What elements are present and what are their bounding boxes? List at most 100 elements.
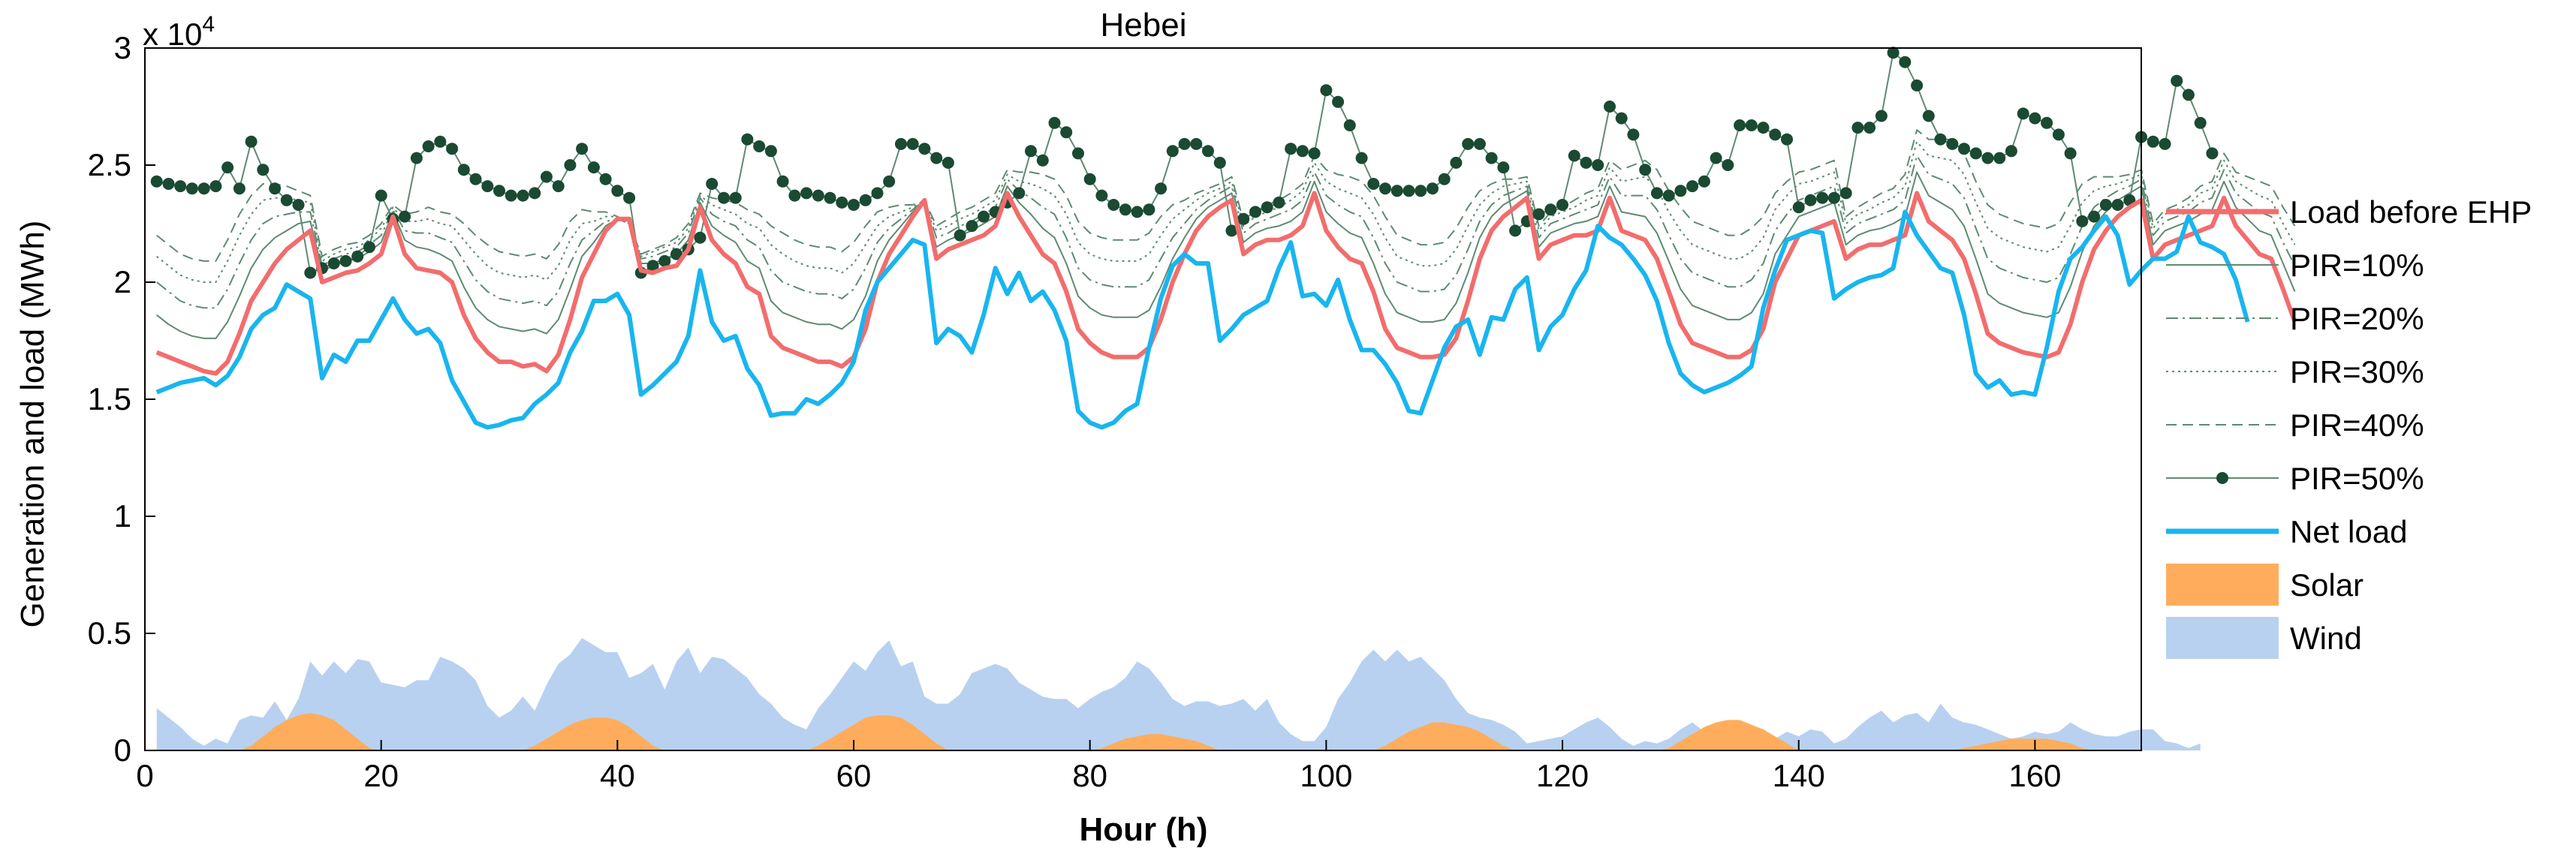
pir30-line bbox=[156, 140, 2296, 283]
pir50-point bbox=[776, 175, 789, 188]
area-series-group bbox=[156, 638, 2201, 750]
pir50-point bbox=[800, 187, 813, 200]
pir50-point bbox=[2005, 145, 2017, 158]
pir50-point bbox=[1083, 173, 1096, 185]
pir50-point bbox=[2206, 147, 2219, 160]
pir50-point bbox=[162, 178, 175, 190]
y-tick-label: 2.5 bbox=[88, 147, 131, 182]
y-tick-label: 0 bbox=[114, 732, 131, 768]
legend-item-solar: Solar bbox=[2166, 564, 2364, 606]
pir50-point bbox=[1166, 145, 1179, 158]
legend-swatch bbox=[2166, 564, 2279, 606]
pir50-point bbox=[540, 170, 553, 183]
pir50-point bbox=[197, 182, 210, 195]
pir50-point bbox=[1698, 175, 1710, 188]
pir50-point bbox=[339, 254, 352, 267]
pir50-point bbox=[1343, 119, 1356, 131]
pir50-point bbox=[1225, 224, 1238, 237]
x-axis-title: Hour (h) bbox=[1079, 811, 1207, 848]
pir50-point bbox=[2099, 199, 2112, 211]
pir50-point bbox=[1993, 152, 2006, 164]
y-axis-multiplier-exponent: 4 bbox=[202, 12, 215, 37]
legend-item-pir40: PIR=40% bbox=[2166, 407, 2424, 443]
pir50-point bbox=[871, 187, 884, 200]
pir50-point bbox=[658, 254, 671, 267]
legend-item-pir10: PIR=10% bbox=[2166, 248, 2424, 283]
pir50-point bbox=[1781, 133, 1793, 146]
pir50-point bbox=[1580, 156, 1592, 169]
chart-title: Hebei bbox=[1101, 7, 1187, 44]
pir50-point bbox=[493, 185, 505, 197]
pir50-point bbox=[257, 164, 270, 176]
pir50-point bbox=[741, 133, 754, 146]
pir50-point bbox=[1178, 137, 1191, 150]
pir50-point bbox=[942, 156, 954, 169]
x-tick-label: 100 bbox=[1300, 758, 1352, 793]
pir50-point bbox=[646, 260, 659, 272]
pir50-point bbox=[1473, 137, 1486, 150]
pir50-point bbox=[1367, 178, 1380, 190]
pir50-line bbox=[156, 52, 2213, 274]
pir50-point bbox=[1899, 56, 1912, 68]
pir50-point bbox=[351, 250, 364, 263]
pir50-point bbox=[1734, 119, 1746, 131]
pir50-point bbox=[1887, 47, 1900, 59]
pir50-point bbox=[399, 210, 411, 223]
pir50-point bbox=[529, 187, 541, 200]
legend-label: Solar bbox=[2290, 567, 2364, 603]
pir50-point bbox=[422, 140, 435, 152]
pir50-point bbox=[552, 180, 565, 193]
pir50-point bbox=[1415, 185, 1427, 197]
y-tick-label: 2 bbox=[114, 264, 131, 299]
pir50-point bbox=[1722, 159, 1734, 171]
line-series-group bbox=[150, 47, 2297, 430]
legend-swatch bbox=[2166, 617, 2279, 659]
pir50-point bbox=[1249, 206, 1261, 218]
pir50-point bbox=[1285, 143, 1297, 155]
pir50-point bbox=[954, 229, 966, 242]
pir50-point bbox=[1438, 173, 1451, 185]
pir50-point bbox=[1143, 203, 1155, 216]
legend-item-pir30: PIR=30% bbox=[2166, 354, 2424, 389]
pir50-point bbox=[788, 189, 801, 202]
pir50-point bbox=[576, 143, 589, 155]
y-axis-title: Generation and load (MWh) bbox=[14, 221, 51, 628]
pir50-point bbox=[2194, 116, 2207, 129]
pir50-point bbox=[1107, 199, 1120, 211]
pir50-point bbox=[1592, 159, 1604, 171]
legend-item-load: Load before EHP bbox=[2166, 194, 2532, 230]
pir50-point bbox=[694, 231, 707, 244]
pir50-point bbox=[1627, 128, 1640, 141]
pir50-point bbox=[1911, 79, 1924, 92]
pir50-point bbox=[1769, 128, 1782, 141]
pir50-point bbox=[1556, 199, 1568, 211]
pir50-point bbox=[1839, 187, 1852, 200]
pir50-point bbox=[2041, 116, 2053, 129]
pir20-line bbox=[156, 155, 2296, 309]
pir50-point bbox=[185, 182, 198, 195]
pir50-point bbox=[1190, 137, 1203, 150]
legend-item-pir50: PIR=50% bbox=[2166, 461, 2424, 496]
pir50-point bbox=[1332, 95, 1345, 108]
pir50-point bbox=[1320, 84, 1333, 97]
y-tick-label: 1 bbox=[114, 498, 131, 534]
pir50-point bbox=[611, 185, 624, 197]
pir50-point bbox=[1934, 133, 1947, 146]
pir50-point bbox=[2111, 199, 2124, 211]
pir40-line bbox=[156, 129, 2296, 262]
pir50-point bbox=[481, 180, 494, 193]
pir50-point bbox=[978, 210, 990, 223]
pir50-point bbox=[269, 182, 282, 195]
x-tick-label: 80 bbox=[1072, 758, 1107, 793]
pir50-point bbox=[2171, 74, 2183, 87]
pir50-point bbox=[836, 196, 848, 209]
pir50-point bbox=[410, 152, 423, 164]
pir50-point bbox=[1981, 152, 1994, 164]
pir50-point bbox=[753, 140, 766, 152]
pir50-point bbox=[469, 173, 482, 185]
net-load-line bbox=[155, 209, 2250, 430]
pir50-point bbox=[505, 189, 517, 202]
pir50-point bbox=[245, 135, 258, 148]
pir50-point bbox=[174, 180, 187, 193]
pir50-point bbox=[1450, 156, 1463, 169]
